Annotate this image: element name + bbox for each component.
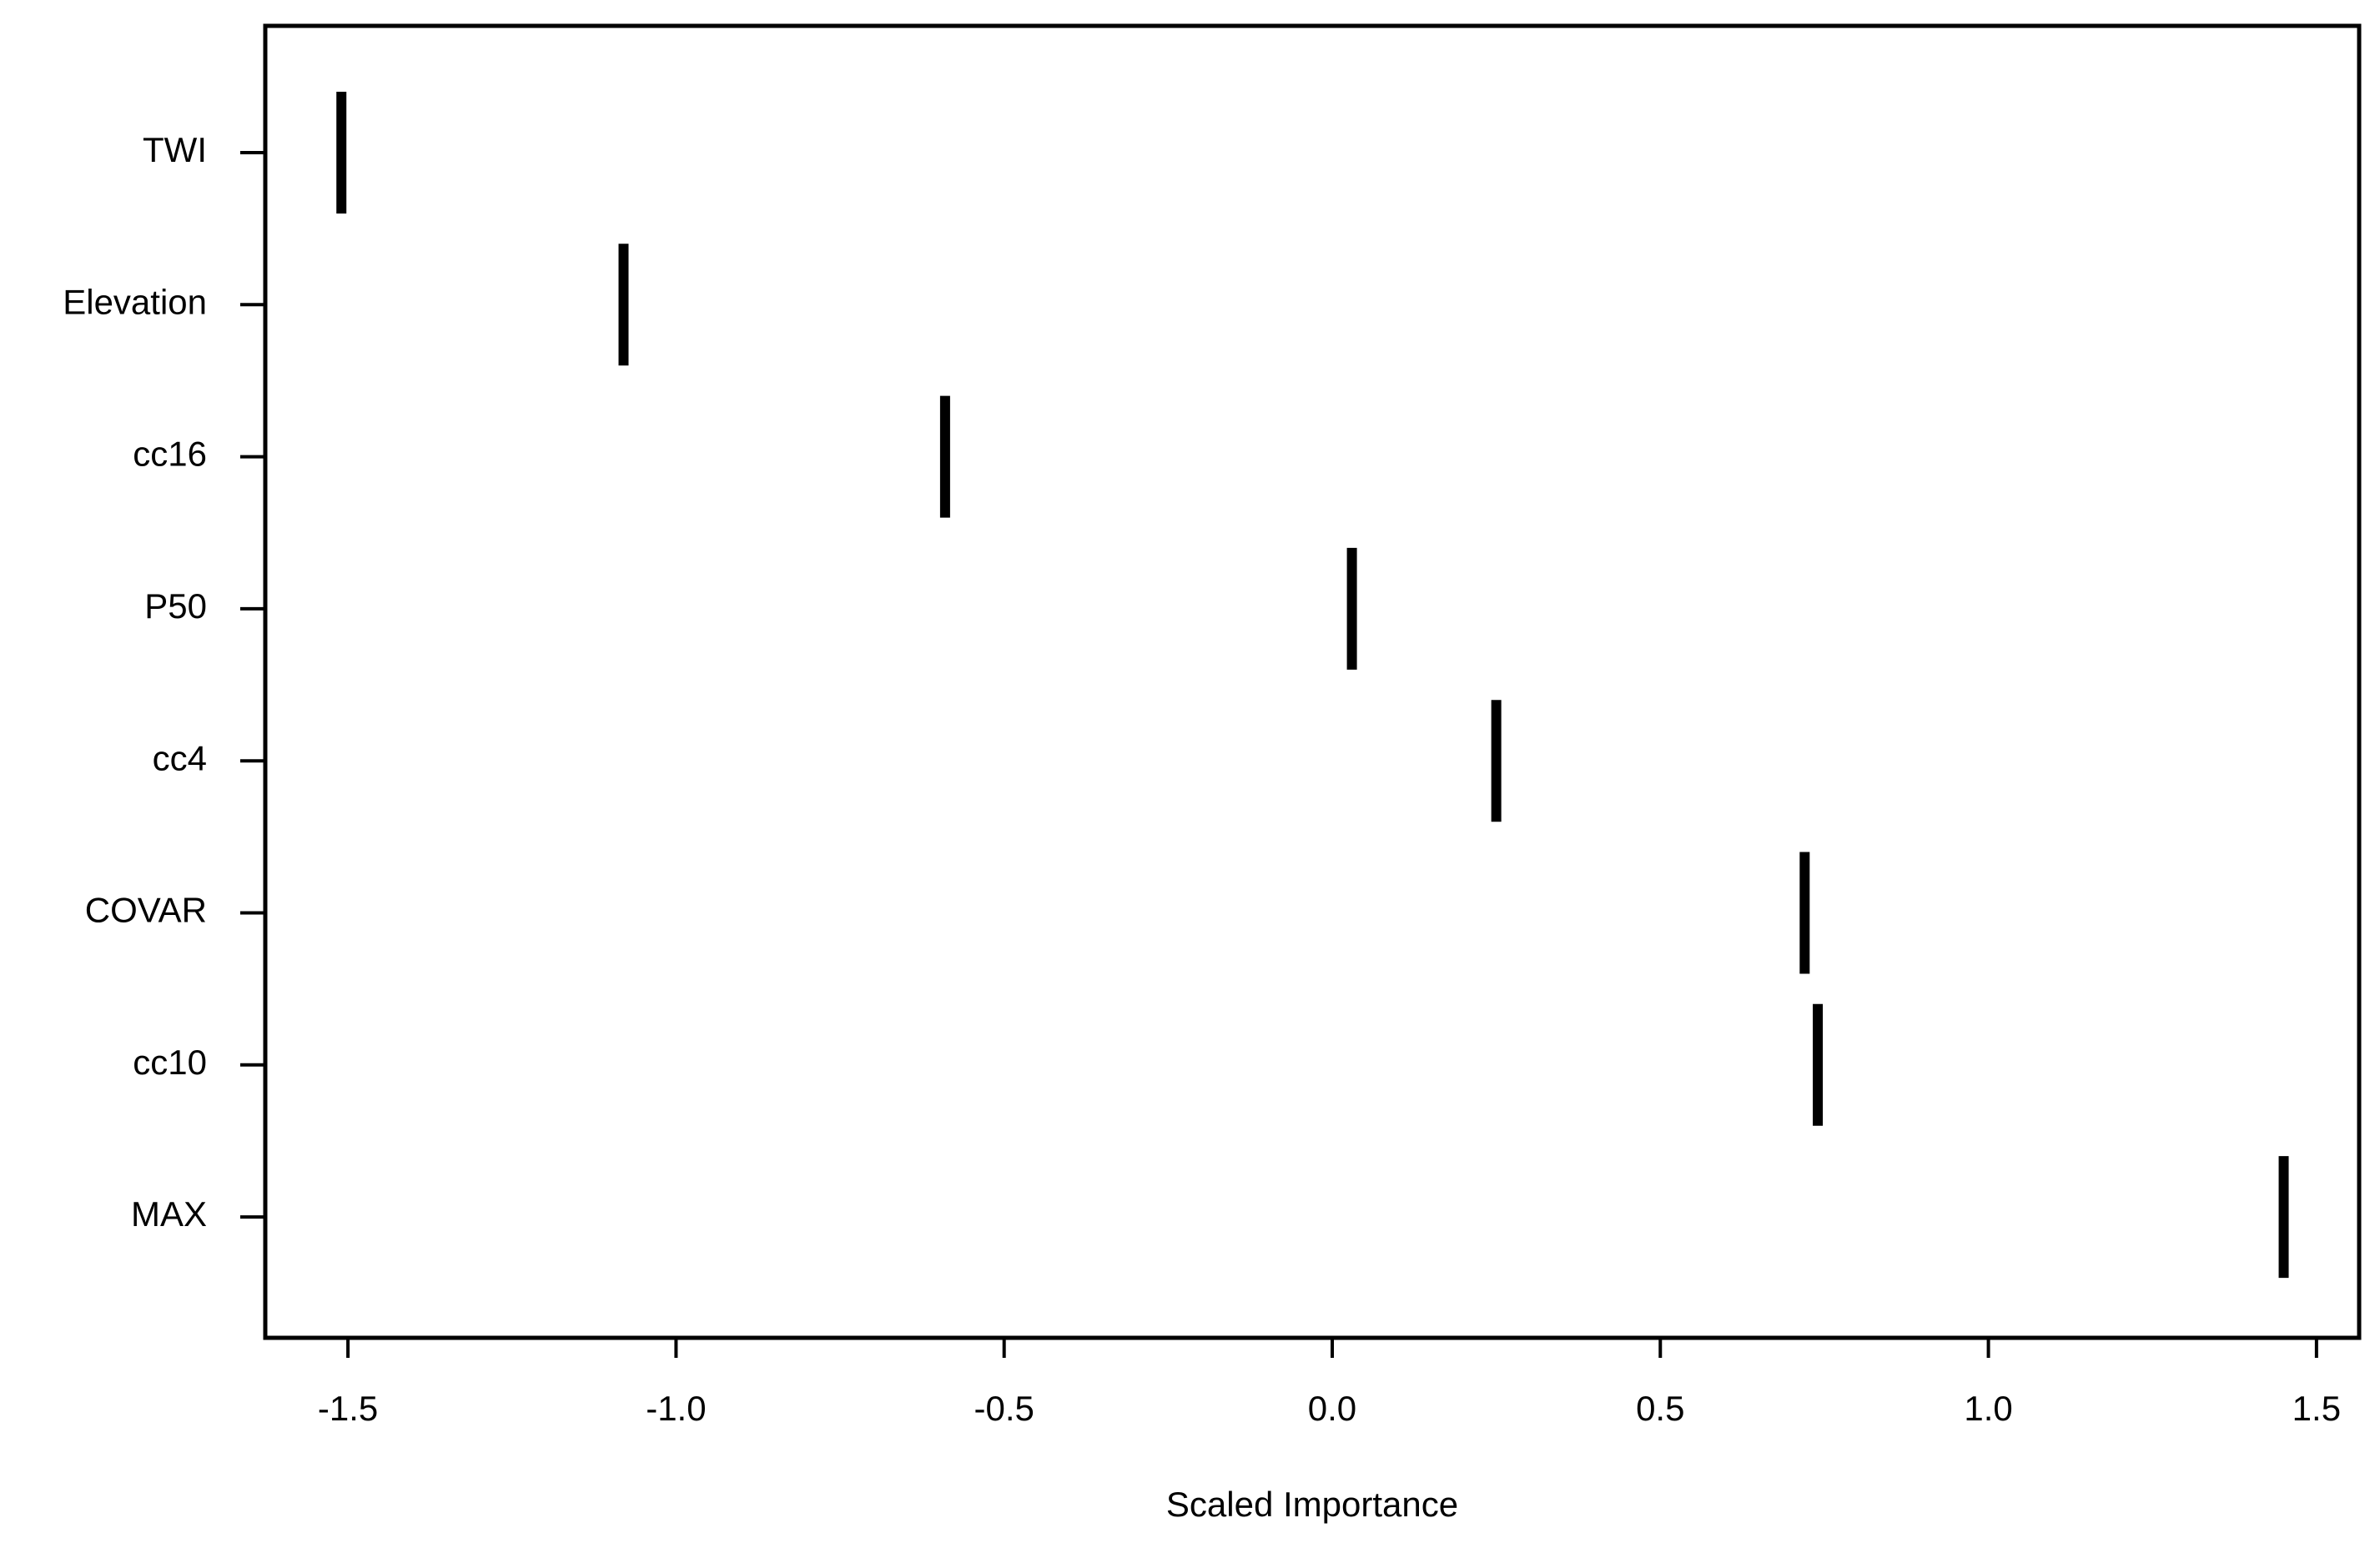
plot-frame: [263, 23, 2362, 1340]
x-tick-label: 1.5: [2292, 1389, 2341, 1428]
y-tick-label: COVAR: [85, 891, 207, 930]
x-tick-label: -1.0: [646, 1389, 706, 1428]
y-tick-label: TWI: [143, 130, 207, 169]
y-tick-label: P50: [144, 586, 207, 626]
y-tick-label: Elevation: [63, 282, 207, 321]
y-tick-label: cc16: [133, 435, 207, 474]
x-axis-title: Scaled Importance: [1166, 1485, 1458, 1524]
x-tick-label: 0.5: [1636, 1389, 1684, 1428]
x-tick-label: 1.0: [1964, 1389, 2012, 1428]
x-tick-label: -0.5: [974, 1389, 1034, 1428]
y-tick-label: MAX: [131, 1194, 207, 1234]
y-tick-label: cc4: [153, 738, 207, 777]
x-tick-label: -1.5: [318, 1389, 378, 1428]
y-tick-label: cc10: [133, 1043, 207, 1082]
x-tick-label: 0.0: [1308, 1389, 1356, 1428]
